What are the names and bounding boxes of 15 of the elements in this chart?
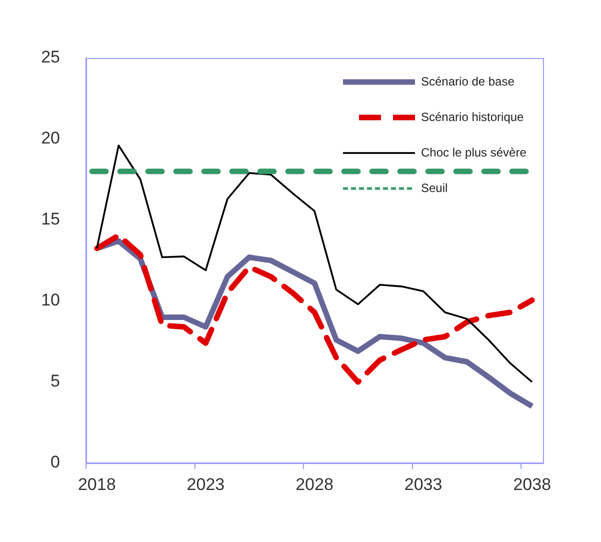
legend-label: Choc le plus sévère <box>421 145 527 160</box>
x-tick-label: 2023 <box>186 474 225 494</box>
legend-label: Scénario de base <box>421 74 515 88</box>
y-tick-label: 15 <box>41 210 60 229</box>
x-tick-label: 2033 <box>404 474 442 494</box>
legend-label: Scénario historique <box>421 110 524 124</box>
y-tick-label: 20 <box>41 128 60 148</box>
y-tick-label: 5 <box>50 372 60 391</box>
y-tick-label: 25 <box>41 48 60 67</box>
ref-line-label: Seuil <box>421 180 448 195</box>
x-tick-label: 2038 <box>513 474 552 494</box>
y-tick-label: 0 <box>50 452 60 472</box>
x-tick-label: 2018 <box>78 474 116 494</box>
x-tick-label: 2028 <box>296 474 334 494</box>
y-tick-label: 10 <box>41 290 60 310</box>
